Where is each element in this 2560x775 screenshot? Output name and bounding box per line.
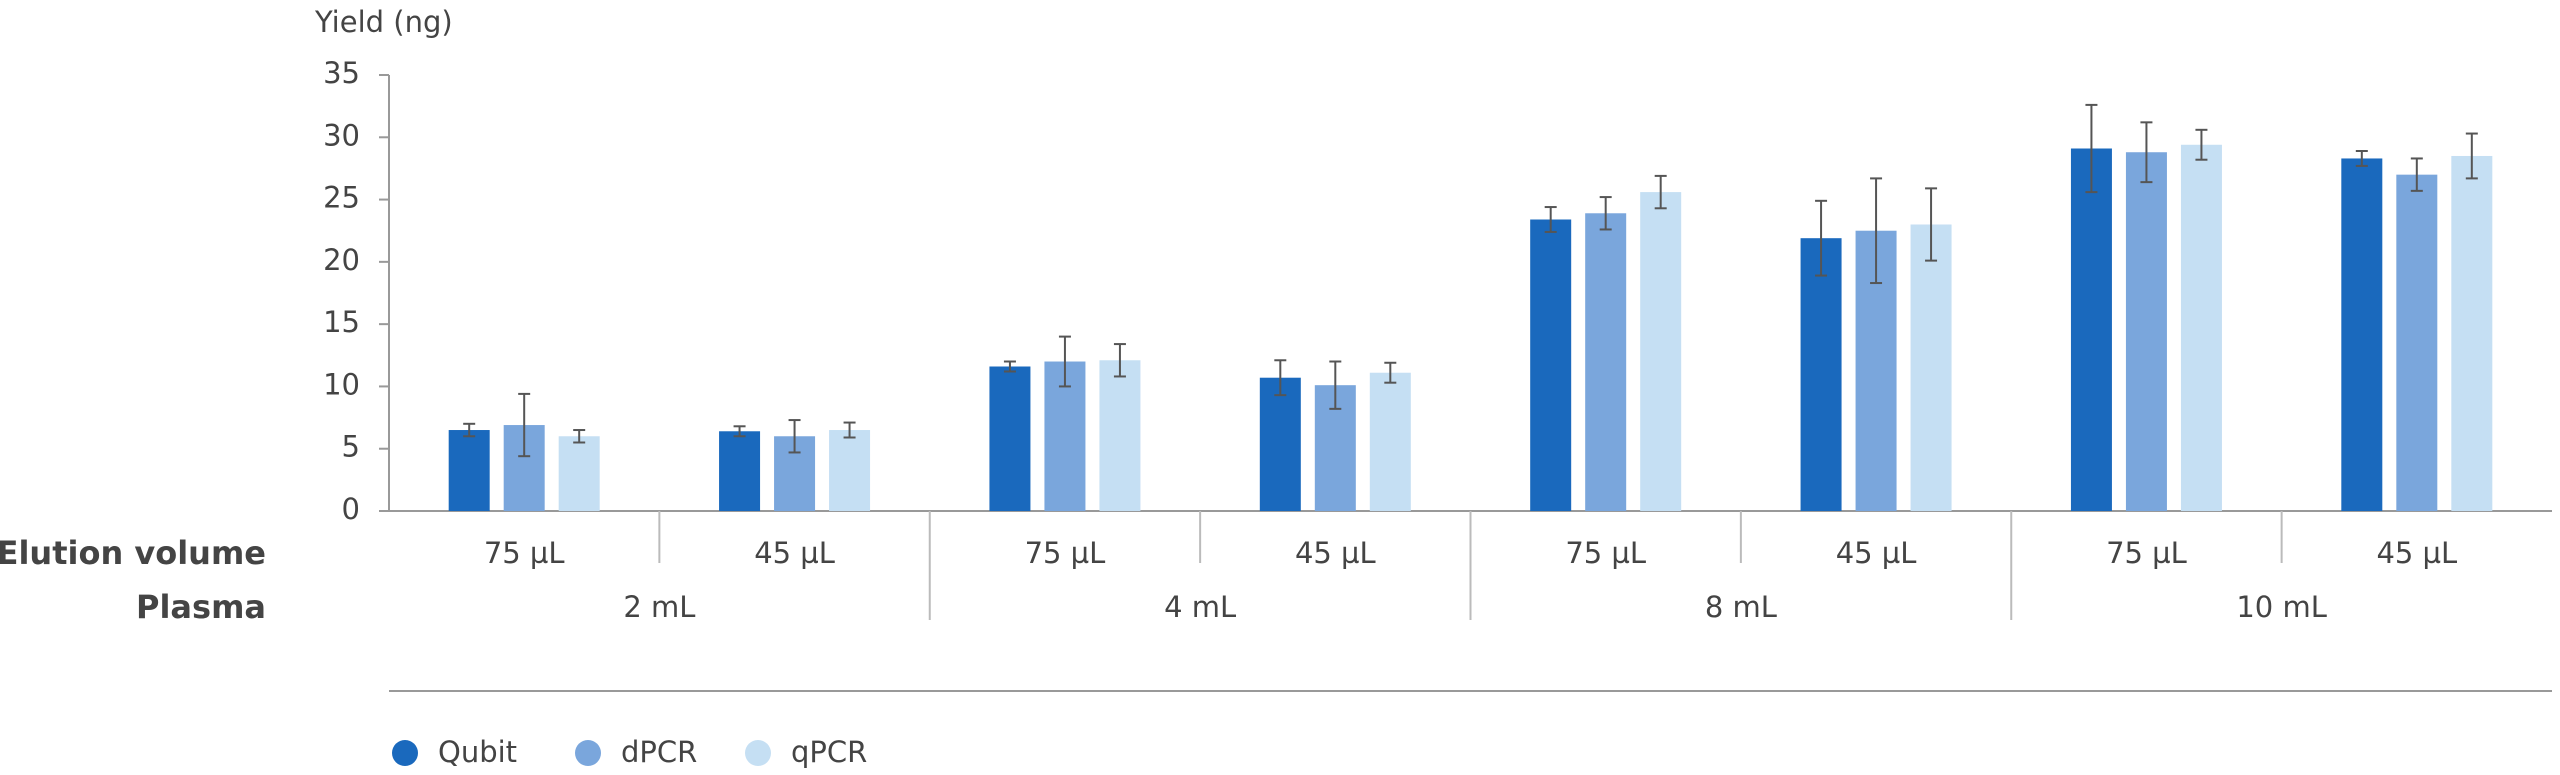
error-bar xyxy=(1058,335,1071,388)
legend-marker xyxy=(392,740,418,766)
error-bar xyxy=(1003,360,1016,373)
y-tick-label: 35 xyxy=(323,56,360,90)
error-bar xyxy=(2085,103,2098,194)
error-bar xyxy=(1113,343,1126,378)
group-label: 10 mL xyxy=(2236,590,2327,624)
legend-label: Qubit xyxy=(438,735,517,769)
y-tick-label: 30 xyxy=(323,118,360,152)
bar xyxy=(2451,155,2493,511)
y-tick-label: 10 xyxy=(323,367,360,401)
bar xyxy=(1259,377,1301,511)
error-bar xyxy=(2140,121,2153,184)
y-tick-label: 5 xyxy=(342,430,360,464)
y-tick-label: 0 xyxy=(342,492,360,526)
x-tick-label: 45 µL xyxy=(1836,536,1917,570)
bar xyxy=(829,430,871,511)
bar xyxy=(2070,148,2112,512)
error-bar xyxy=(1544,206,1557,233)
error-bar xyxy=(2195,128,2208,161)
error-bar xyxy=(2410,157,2423,192)
error-bar xyxy=(1815,199,1828,277)
y-tick-label: 20 xyxy=(323,243,360,277)
y-tick-label: 15 xyxy=(323,305,360,339)
group-label: 4 mL xyxy=(1164,590,1236,624)
bar xyxy=(1585,213,1627,511)
error-bar xyxy=(518,392,531,458)
bar xyxy=(1910,224,1952,511)
x-tick-label: 45 µL xyxy=(2376,536,2457,570)
bar xyxy=(1099,360,1141,511)
bar xyxy=(1369,372,1411,511)
error-bar xyxy=(733,425,746,438)
bar xyxy=(2125,152,2167,511)
bar xyxy=(2341,158,2383,511)
bar xyxy=(2396,174,2438,511)
error-bar xyxy=(1870,177,1883,285)
x-tick-label: 75 µL xyxy=(1025,536,1106,570)
legend-marker xyxy=(745,740,771,766)
x-tick-label: 45 µL xyxy=(1295,536,1376,570)
group-label: 8 mL xyxy=(1705,590,1777,624)
row-label: Plasma xyxy=(136,588,266,626)
error-bar xyxy=(1329,360,1342,410)
bar xyxy=(448,430,490,511)
error-bar xyxy=(843,421,856,439)
x-tick-label: 75 µL xyxy=(2106,536,2187,570)
error-bar xyxy=(463,422,476,438)
bar xyxy=(989,366,1031,511)
bar xyxy=(1530,219,1572,511)
legend-marker xyxy=(575,740,601,766)
y-tick-label: 25 xyxy=(323,181,360,215)
bar xyxy=(558,436,600,511)
x-tick-label: 75 µL xyxy=(484,536,565,570)
error-bar xyxy=(1599,196,1612,231)
error-bar xyxy=(1274,359,1287,397)
bar xyxy=(1640,192,1682,511)
row-label: Elution volume xyxy=(0,534,266,572)
x-tick-label: 45 µL xyxy=(754,536,835,570)
error-bar xyxy=(2465,132,2478,180)
error-bar xyxy=(1654,174,1667,210)
error-bar xyxy=(788,419,801,454)
error-bar xyxy=(2355,149,2368,167)
legend-label: qPCR xyxy=(791,735,867,769)
group-label: 2 mL xyxy=(623,590,695,624)
bar xyxy=(719,431,761,511)
error-bar xyxy=(1384,361,1397,384)
error-bar xyxy=(573,429,586,444)
bar xyxy=(1800,238,1842,511)
error-bar xyxy=(1925,187,1938,262)
bar xyxy=(2180,144,2222,511)
legend-label: dPCR xyxy=(621,735,697,769)
x-tick-label: 75 µL xyxy=(1565,536,1646,570)
y-axis-label: Yield (ng) xyxy=(314,5,453,39)
